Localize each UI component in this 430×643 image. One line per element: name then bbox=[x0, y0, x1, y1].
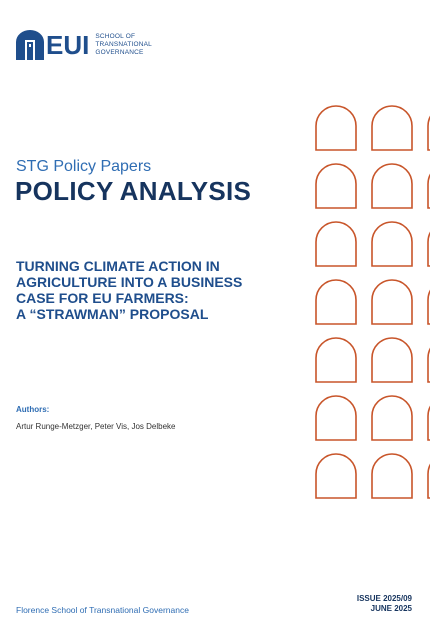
arch-shape bbox=[315, 105, 357, 151]
arch-shape bbox=[315, 337, 357, 383]
arch-shape bbox=[427, 463, 430, 499]
logo-subtitle: School of Transnational Governance bbox=[95, 33, 185, 57]
publisher-name: Florence School of Transnational Governa… bbox=[16, 605, 189, 615]
logo-wordmark: EUI bbox=[46, 30, 90, 60]
arch-shape bbox=[427, 115, 430, 151]
eui-logo: EUI School of Transnational Governance bbox=[16, 30, 185, 60]
title-line: AGRICULTURE INTO A BUSINESS bbox=[16, 274, 243, 290]
arch-shape bbox=[371, 163, 413, 209]
arch-shape bbox=[371, 395, 413, 441]
logo-subtitle-line: Transnational bbox=[95, 41, 152, 48]
arch-shape bbox=[315, 453, 357, 499]
arch-shape bbox=[427, 289, 430, 325]
logo-subtitle-line: School of bbox=[95, 33, 136, 40]
series-name: STG Policy Papers bbox=[16, 158, 152, 175]
arch-shape bbox=[371, 105, 413, 151]
arch-shape bbox=[371, 453, 413, 499]
issue-info: ISSUE 2025/09 JUNE 2025 bbox=[357, 594, 412, 614]
arch-shape bbox=[427, 347, 430, 383]
paper-type: POLICY ANALYSIS bbox=[15, 176, 252, 206]
arch-shape bbox=[427, 173, 430, 209]
authors-list: Artur Runge-Metzger, Peter Vis, Jos Delb… bbox=[16, 422, 176, 431]
arch-shape bbox=[315, 163, 357, 209]
issue-date: JUNE 2025 bbox=[370, 604, 412, 613]
arch-pattern-decoration bbox=[315, 105, 430, 499]
arch-shape bbox=[371, 221, 413, 267]
logo-subtitle-line: Governance bbox=[95, 49, 144, 56]
arch-shape bbox=[315, 221, 357, 267]
paper-title: TURNING CLIMATE ACTION IN AGRICULTURE IN… bbox=[16, 258, 306, 322]
authors-label: Authors: bbox=[16, 405, 50, 414]
issue-number: ISSUE 2025/09 bbox=[356, 594, 412, 603]
title-line: CASE FOR EU FARMERS: bbox=[16, 290, 189, 306]
title-line: A “STRAWMAN” PROPOSAL bbox=[16, 306, 209, 322]
arch-shape bbox=[371, 279, 413, 325]
arch-shape bbox=[427, 405, 430, 441]
arch-shape bbox=[315, 395, 357, 441]
title-line: TURNING CLIMATE ACTION IN bbox=[16, 258, 220, 274]
arch-shape bbox=[315, 279, 357, 325]
eui-building-icon bbox=[16, 30, 44, 60]
arch-shape bbox=[371, 337, 413, 383]
arch-shape bbox=[427, 231, 430, 267]
